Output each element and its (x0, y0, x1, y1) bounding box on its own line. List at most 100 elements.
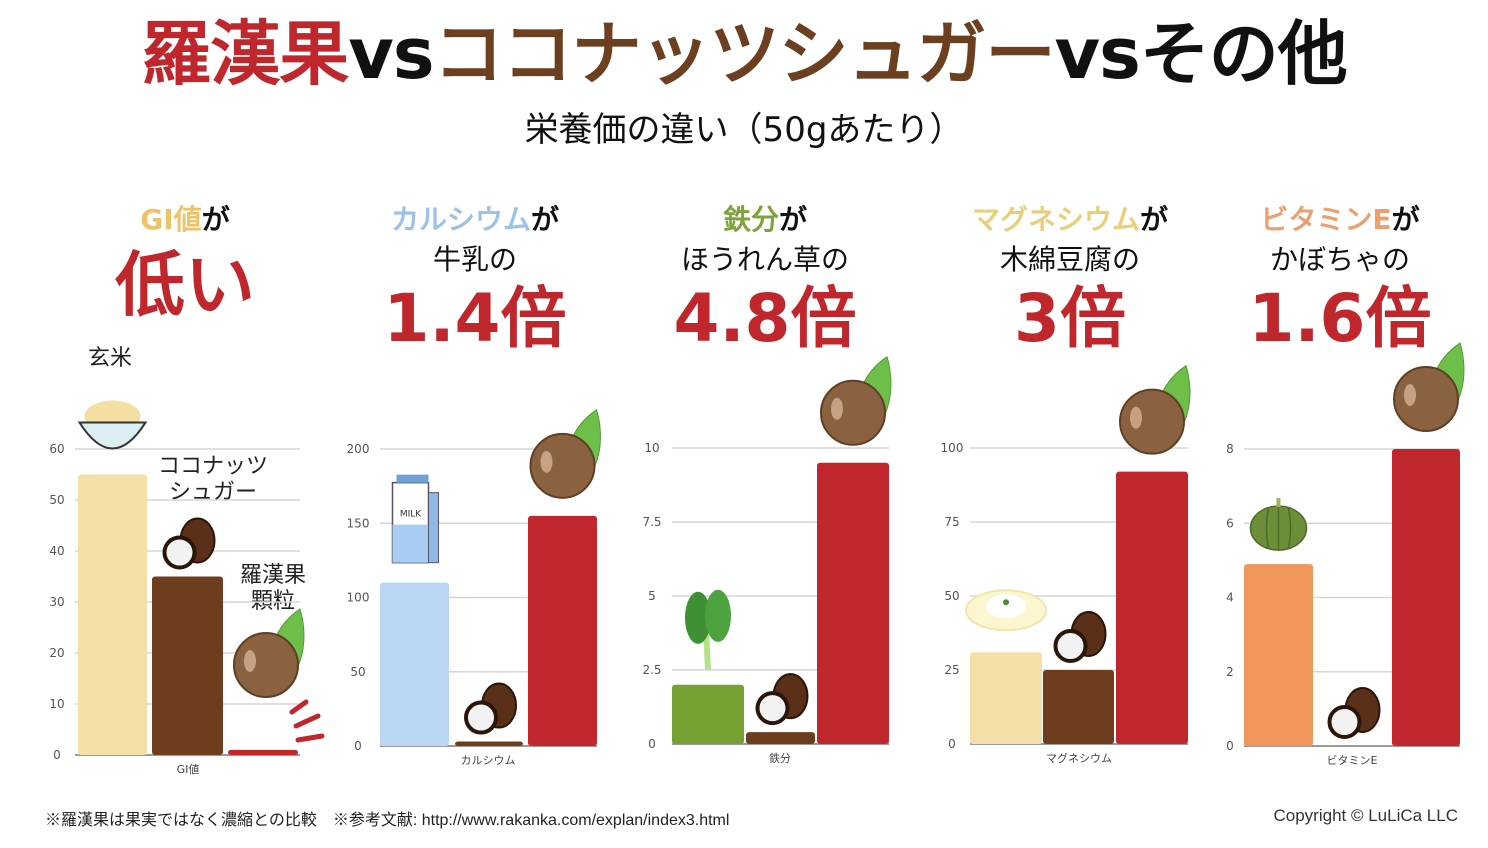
monk-fruit-icon (233, 632, 299, 698)
x-axis-label: マグネシウム (1046, 751, 1112, 765)
monk-fruit-highlight-icon (1404, 384, 1416, 406)
monk-fruit-highlight-icon (831, 397, 843, 420)
panel-comparison: 牛乳の (432, 243, 517, 276)
subtitle: 栄養価の違い（50gあたり） (524, 110, 964, 150)
coconut-group (1053, 611, 1107, 663)
footnote: ※羅漢果は果実ではなく濃縮との比較 ※参考文献: http://www.raka… (45, 812, 730, 829)
title-vs-2: vs (1054, 13, 1141, 95)
panel-header-iron: 鉄分が ほうれん草の 4.8倍 (640, 200, 890, 358)
milk-label: MILK (400, 510, 422, 520)
monk-fruit-highlight-icon (540, 450, 553, 473)
monk-fruit-icon (529, 432, 596, 499)
chart-5: 0 2 4 6 8 ビタミンE (1226, 342, 1465, 767)
milk-liquid-icon (392, 524, 429, 563)
y-tick-label: 10 (49, 697, 64, 711)
pumpkin-stem-icon (1276, 498, 1281, 508)
main-title: 羅漢果vsココナッツシュガーvsその他 (0, 12, 1488, 96)
rice-bowl-icon (77, 421, 148, 450)
panel-headline: 3倍 (1014, 280, 1126, 357)
panel-comparison: かぼちゃの (1269, 243, 1410, 276)
y-tick-label: 20 (49, 646, 64, 660)
copyright: Copyright © LuLiCa LLC (1273, 806, 1458, 825)
title-vs-1: vs (348, 13, 434, 95)
y-tick-label: 10 (644, 441, 659, 455)
nutrient-name: マグネシウム (971, 203, 1140, 236)
emphasis-line (295, 733, 325, 743)
spinach-icon (685, 591, 711, 644)
pumpkin-ribs-icon (1265, 506, 1292, 551)
bar-0 (1244, 564, 1313, 746)
nutrient-name: 鉄分 (722, 203, 779, 236)
emphasis-line (289, 699, 309, 715)
bar-2 (228, 749, 298, 755)
bar-2 (528, 515, 597, 746)
bar-2 (1392, 449, 1460, 746)
panel-comparison: 木綿豆腐の (999, 243, 1140, 276)
coconut-icon (1327, 705, 1362, 739)
x-axis-label: ビタミンE (1327, 754, 1378, 767)
y-tick-label: 50 (944, 589, 959, 603)
bar-1 (455, 741, 523, 746)
coconut-icon (162, 535, 197, 570)
monk-fruit-icon (1393, 366, 1459, 432)
title-others: その他 (1139, 13, 1348, 95)
nutrient-suffix: が (1391, 203, 1420, 236)
y-tick-label: 0 (354, 739, 362, 753)
panel-headline: 1.6倍 (1248, 280, 1432, 357)
y-tick-label: 0 (1226, 739, 1234, 753)
panel-comparison: ほうれん草の (680, 243, 849, 276)
monk-fruit-group (820, 356, 892, 446)
x-axis-label: カルシウム (461, 754, 516, 767)
y-tick-label: 6 (1226, 516, 1234, 530)
label-brown-rice: 玄米 (87, 346, 132, 371)
panel-header-calcium: カルシウムが 牛乳の 1.4倍 (350, 200, 600, 358)
pumpkin-group (1249, 498, 1308, 551)
panel-header-vitamin-e: ビタミンEが かぼちゃの 1.6倍 (1215, 200, 1465, 358)
monk-fruit-icon (1119, 388, 1185, 455)
rice-bowl-group (77, 400, 148, 450)
y-tick-label: 100 (941, 441, 964, 455)
y-tick-label: 200 (347, 442, 370, 456)
y-tick-label: 0 (948, 737, 956, 751)
bar-1 (746, 732, 815, 744)
bar-0 (970, 652, 1042, 744)
nutrient-name: ビタミンE (1260, 203, 1392, 236)
nutrient-name: GI値 (140, 203, 202, 236)
bar-0 (78, 474, 147, 755)
panel-headline: 4.8倍 (673, 280, 857, 357)
monk-fruit-group (1119, 364, 1191, 455)
coconut-icon (1053, 629, 1088, 663)
y-tick-label: 75 (944, 515, 959, 529)
spinach-leaf-icon (705, 589, 731, 642)
x-axis-label: GI値 (177, 763, 200, 776)
monk-fruit-icon (820, 379, 886, 446)
y-tick-label: 100 (347, 591, 370, 605)
y-tick-label: 50 (350, 665, 365, 679)
bar-0 (380, 582, 449, 746)
y-tick-label: 5 (648, 589, 656, 603)
emphasis-line (293, 713, 321, 729)
title-coconut-sugar: ココナッツシュガー (433, 13, 1056, 95)
panel-headline: 1.4倍 (383, 280, 567, 357)
monk-fruit-highlight-icon (244, 650, 256, 672)
y-tick-label: 8 (1226, 442, 1234, 456)
panel-header-gi: GI値が 低い (90, 200, 280, 330)
coconut-group (755, 673, 809, 726)
bar-1 (152, 576, 223, 755)
monk-fruit-group (233, 608, 305, 698)
y-tick-label: 60 (49, 442, 64, 456)
chart-2: 0 50 100 150 200 カルシウム MILK (347, 409, 601, 767)
tofu-garnish-icon (1003, 599, 1009, 606)
y-tick-label: 7.5 (642, 515, 661, 529)
coconut-group (464, 682, 517, 735)
nutrient-suffix: が (1140, 203, 1169, 236)
bar-2 (817, 462, 889, 744)
y-tick-label: 2 (1226, 665, 1234, 679)
label-coconut-sugar: ココナッツ シュガー (157, 454, 268, 505)
monk-fruit-group (1393, 342, 1465, 432)
bar-2 (1116, 471, 1188, 744)
spinach-group (685, 589, 731, 670)
y-tick-label: 150 (347, 516, 370, 530)
y-tick-label: 0 (53, 748, 61, 762)
panel-headline: 低い (115, 244, 255, 326)
